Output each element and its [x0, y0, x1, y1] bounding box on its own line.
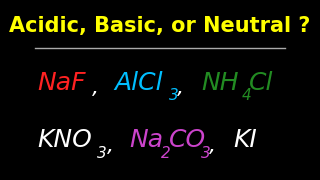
- Text: 3: 3: [201, 145, 211, 161]
- Text: KNO: KNO: [37, 128, 92, 152]
- Text: 4: 4: [241, 88, 251, 103]
- Text: KI: KI: [233, 128, 257, 152]
- Text: NaF: NaF: [37, 71, 86, 95]
- Text: Na: Na: [129, 128, 164, 152]
- Text: ,: ,: [92, 78, 99, 98]
- Text: ,: ,: [209, 136, 216, 156]
- Text: ,: ,: [107, 136, 114, 156]
- Text: Cl: Cl: [249, 71, 274, 95]
- Text: AlCl: AlCl: [115, 71, 163, 95]
- Text: NH: NH: [201, 71, 239, 95]
- Text: CO: CO: [169, 128, 206, 152]
- Text: 2: 2: [161, 145, 171, 161]
- Text: 3: 3: [169, 88, 179, 103]
- Text: 3: 3: [97, 145, 107, 161]
- Text: Acidic, Basic, or Neutral ?: Acidic, Basic, or Neutral ?: [9, 16, 311, 36]
- Text: ,: ,: [177, 78, 184, 98]
